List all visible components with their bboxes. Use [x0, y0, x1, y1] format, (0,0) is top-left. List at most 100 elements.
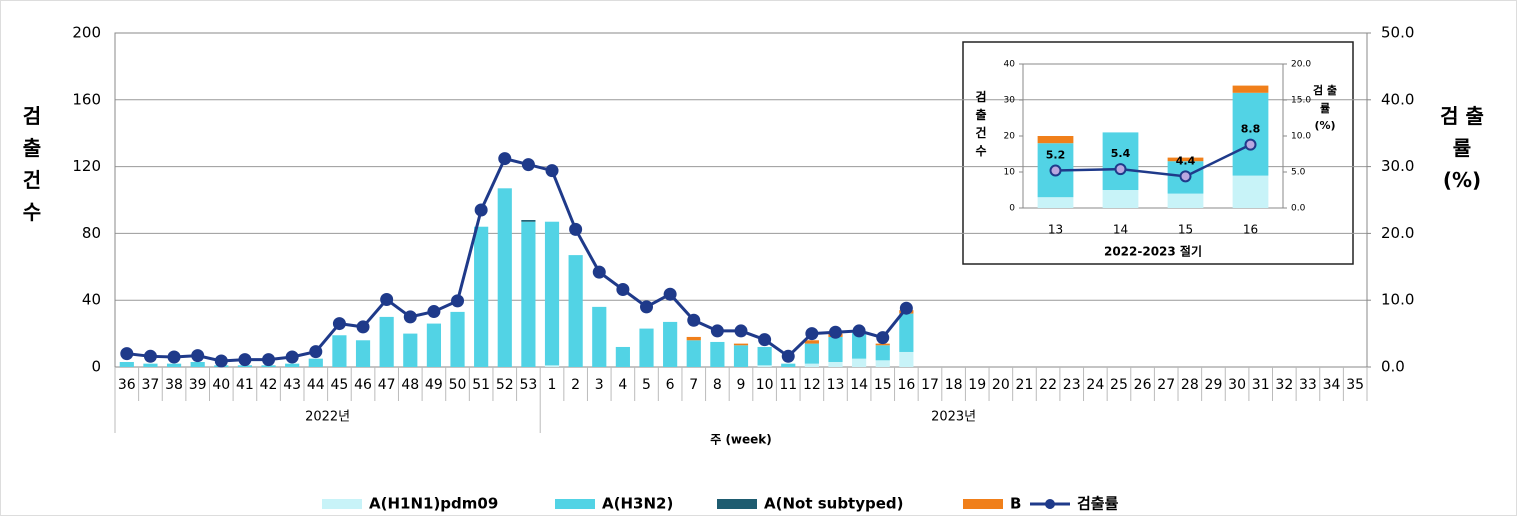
- bar: [804, 343, 819, 364]
- bar: [1037, 136, 1074, 144]
- inset-y2-axis-title: 검 출 률 (%): [1312, 84, 1338, 133]
- line-marker: [734, 324, 748, 338]
- bar: [852, 358, 867, 367]
- x-tick-label: 16: [897, 377, 915, 393]
- x-tick-label: 17: [921, 377, 939, 393]
- bar: [237, 365, 253, 367]
- line-marker: [828, 325, 842, 339]
- x-tick-label: 30: [1228, 377, 1246, 393]
- bar: [757, 365, 772, 367]
- legend-label: A(H3N2): [602, 495, 673, 513]
- x-tick-label: 35: [1346, 377, 1364, 393]
- bar: [1167, 157, 1204, 162]
- bar: [686, 336, 701, 341]
- bar: [899, 351, 914, 367]
- y2-tick-label: 20.0: [1381, 224, 1414, 242]
- bar: [875, 343, 890, 346]
- line-marker: [710, 324, 724, 338]
- x-tick-label: 19: [968, 377, 986, 393]
- bar: [379, 316, 394, 367]
- x-tick-label: 4: [618, 377, 627, 393]
- bar: [828, 336, 843, 362]
- legend-swatch: [555, 499, 595, 509]
- bar: [1167, 193, 1204, 208]
- line-marker: [498, 152, 512, 166]
- x-axis-title: 2022-2023 절기: [1104, 244, 1202, 259]
- x-tick-label: 13: [1048, 223, 1063, 237]
- line: [126, 156, 908, 363]
- legend-swatch: [1045, 499, 1055, 509]
- y2-tick-label: 30.0: [1381, 157, 1414, 175]
- line-marker: [640, 300, 654, 314]
- line-marker: [120, 347, 134, 361]
- x-tick-label: 46: [354, 377, 372, 393]
- line-marker: [616, 283, 630, 297]
- x-tick-label: 2: [571, 377, 580, 393]
- x-tick-label: 7: [689, 377, 698, 393]
- line-marker: [238, 353, 252, 367]
- data-label: 8.8: [1241, 123, 1261, 136]
- line-marker: [545, 164, 559, 178]
- x-tick-label: 42: [260, 377, 278, 393]
- bar: [521, 220, 536, 222]
- line-marker: [1179, 170, 1192, 183]
- x-tick-label: 11: [779, 377, 797, 393]
- y2-tick-label: 15.0: [1291, 96, 1311, 106]
- x-tick-label: 51: [472, 377, 490, 393]
- bar: [355, 340, 371, 367]
- line-marker: [592, 265, 606, 279]
- legend-swatch: [963, 499, 1003, 509]
- x-tick-label: 5: [642, 377, 651, 393]
- x-tick-label: 50: [449, 377, 467, 393]
- line-marker: [876, 331, 890, 345]
- x-tick-label: 32: [1275, 377, 1293, 393]
- bar: [592, 306, 607, 367]
- line-marker: [758, 333, 772, 347]
- y-axis-title: 검 출 건 수: [22, 104, 42, 224]
- bar: [828, 361, 843, 367]
- bar: [568, 255, 583, 367]
- x-tick-label: 14: [1113, 223, 1128, 237]
- y-tick-label: 30: [1004, 96, 1016, 106]
- line-marker: [285, 350, 299, 364]
- bar: [781, 363, 796, 367]
- x-tick-label: 53: [519, 377, 537, 393]
- y-tick-label: 10: [1004, 168, 1016, 178]
- line-marker: [569, 222, 583, 236]
- x-tick-label: 37: [142, 377, 160, 393]
- x-tick-label: 26: [1134, 377, 1152, 393]
- x-tick-label: 41: [236, 377, 254, 393]
- bar: [143, 363, 158, 367]
- y-tick-label: 80: [82, 224, 101, 242]
- x-tick-label: 6: [666, 377, 675, 393]
- y2-tick-label: 50.0: [1381, 24, 1414, 42]
- x-tick-label: 29: [1205, 377, 1223, 393]
- bar: [544, 221, 560, 366]
- x-tick-label: 3: [595, 377, 604, 393]
- x-tick-label: 23: [1063, 377, 1081, 393]
- y-tick-label: 200: [72, 24, 101, 42]
- line-marker: [451, 294, 465, 308]
- x-tick-label: 10: [756, 377, 774, 393]
- bar: [403, 333, 418, 367]
- x-tick-label: 44: [307, 377, 325, 393]
- legend-label: B: [1010, 495, 1021, 513]
- x-tick-label: 22: [1039, 377, 1057, 393]
- bar: [285, 363, 300, 367]
- legend-swatch: [322, 499, 362, 509]
- x-tick-label: 48: [401, 377, 419, 393]
- x-tick-label: 16: [1243, 223, 1258, 237]
- plot-border: [1022, 63, 1284, 209]
- legend-swatch: [717, 499, 757, 509]
- line-marker: [805, 327, 819, 341]
- y-tick-label: 0: [91, 358, 101, 376]
- group-label: 2023년: [931, 410, 976, 425]
- x-tick-label: 20: [992, 377, 1010, 393]
- y-tick-label: 40: [1004, 60, 1016, 70]
- bar: [875, 360, 890, 367]
- bar: [1232, 175, 1269, 208]
- y2-tick-label: 10.0: [1381, 291, 1414, 309]
- x-tick-label: 45: [331, 377, 349, 393]
- line-marker: [262, 353, 276, 367]
